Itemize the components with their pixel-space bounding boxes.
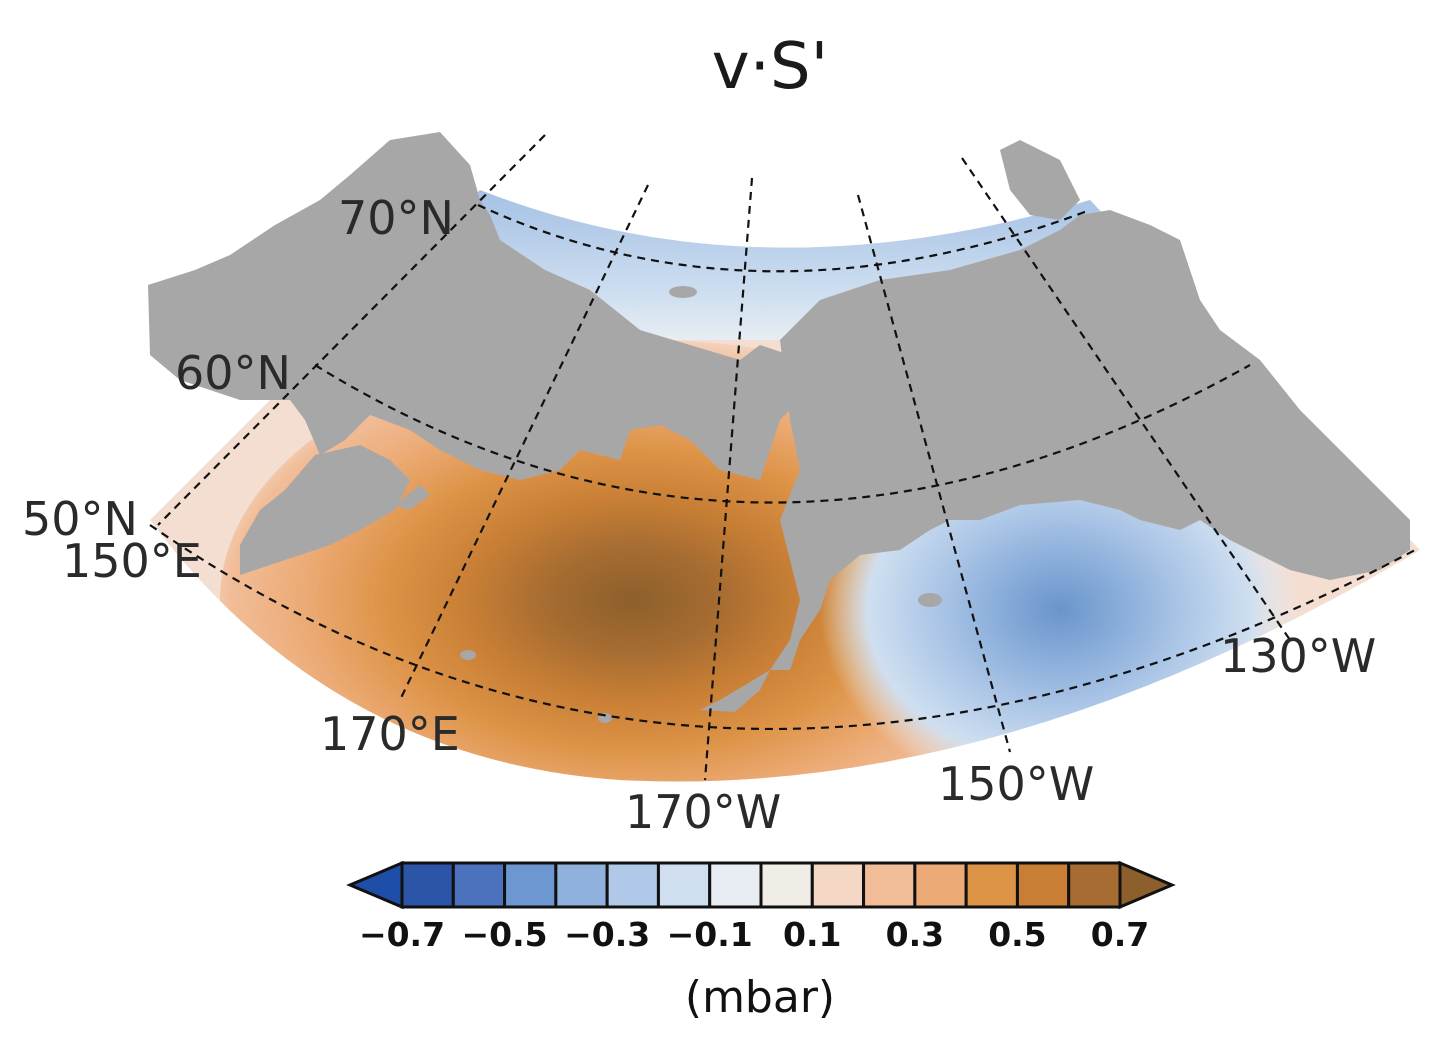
parallel-60n [314, 364, 1251, 504]
graticule-labels: 70°N 60°N 50°N 150°E 170°E 170°W 150°W 1… [22, 191, 1376, 839]
island-4 [918, 593, 942, 607]
colorbar-box [1015, 861, 1071, 909]
meridian-170e [399, 184, 649, 701]
map-title: v·S' [712, 30, 828, 104]
colorbar-box [503, 861, 558, 909]
colorbar-extend-low [346, 860, 404, 910]
meridian-170w [856, 194, 1012, 753]
land-aleutians [700, 670, 770, 712]
lon-label-150e: 150°E [62, 534, 202, 588]
lat-label-70n: 70°N [338, 191, 454, 245]
lon-label-150w: 150°W [938, 757, 1094, 811]
colorbar-box [400, 861, 455, 909]
colorbar-box [708, 861, 763, 909]
colorbar-box [759, 861, 814, 909]
colorbar-box [656, 861, 712, 909]
land-masses [148, 132, 1410, 723]
lat-label-50n: 50°N [22, 492, 138, 546]
colorbar-tick-label: −0.7 [359, 915, 445, 954]
land-alaska [770, 210, 1410, 670]
colorbar-box [913, 861, 968, 909]
colorbar-tick-label: 0.7 [1091, 915, 1149, 954]
graticule [149, 134, 1416, 781]
land-kamchatka [240, 445, 410, 575]
colorbar-box [1067, 861, 1122, 909]
colorbar-tick-labels: −0.7 −0.5 −0.3 −0.1 0.1 0.3 0.5 0.7 [359, 915, 1149, 954]
lat-label-60n: 60°N [175, 346, 291, 400]
land-siberia [148, 132, 800, 480]
colorbar-box [554, 861, 609, 909]
lon-label-130w: 130°W [1220, 629, 1376, 683]
colorbar-box [605, 861, 660, 909]
meridian-150e [157, 134, 546, 526]
colorbar-tick-label: −0.3 [564, 915, 650, 954]
island-3 [669, 286, 697, 298]
colorbar-tick-label: −0.1 [667, 915, 753, 954]
parallel-50n [149, 524, 1416, 730]
island-sw-1 [395, 485, 430, 510]
colorbar-box [862, 861, 917, 909]
colorbar-box [451, 861, 507, 909]
colorbar-tick-label: 0.3 [886, 915, 944, 954]
colorbar-extend-high [1118, 860, 1176, 910]
colorbar-tick-label: 0.5 [988, 915, 1046, 954]
meridian-180 [703, 177, 754, 781]
colorbar [346, 860, 1176, 910]
colorbar-unit: (mbar) [685, 972, 835, 1023]
colorbar-box [964, 861, 1019, 909]
parallel-70n [477, 204, 1091, 273]
colorbar-tick-label: −0.5 [462, 915, 548, 954]
island-1 [460, 650, 476, 660]
lon-label-170w: 170°W [625, 785, 781, 839]
colorbar-tick-label: 0.1 [783, 915, 841, 954]
colorbar-box [810, 861, 866, 909]
land-canada-north [1000, 140, 1080, 220]
lon-label-170e: 170°E [320, 707, 460, 761]
